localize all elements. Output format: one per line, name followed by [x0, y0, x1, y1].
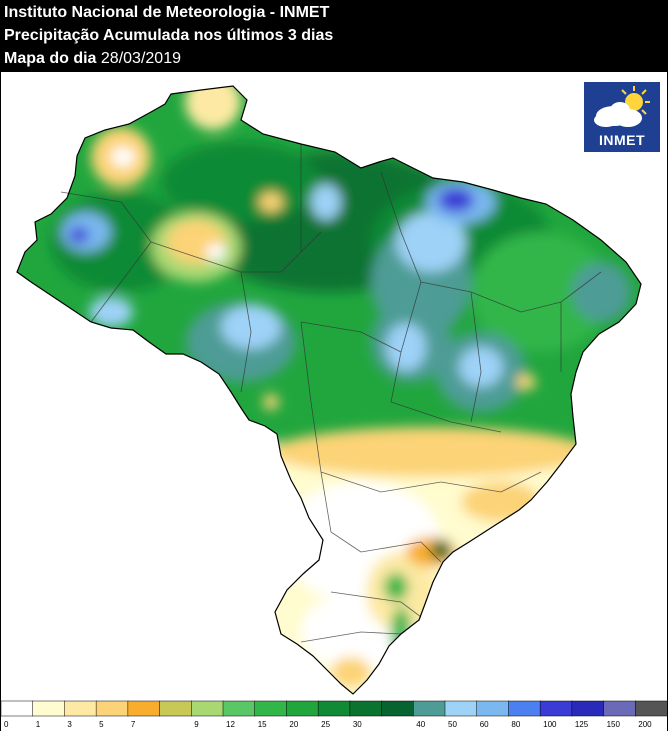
- legend-label: 100: [543, 720, 557, 729]
- precipitation-fields: [17, 86, 641, 694]
- map-date-label: Mapa do dia: [4, 50, 97, 67]
- legend-swatch: [603, 700, 637, 717]
- legend-label: 5: [99, 720, 104, 729]
- legend-swatch: [159, 700, 193, 717]
- legend-label: 25: [321, 720, 330, 729]
- legend-swatch: [381, 700, 415, 717]
- map-date-line: Mapa do dia 28/03/2019: [4, 49, 181, 69]
- legend-swatch: [539, 700, 573, 717]
- legend-swatch: [286, 700, 319, 717]
- state-borders: [60, 144, 602, 643]
- legend-label: 20: [289, 720, 298, 729]
- legend-swatch: [508, 700, 541, 717]
- brazil-precipitation-map: [16, 85, 642, 695]
- legend-swatch: [127, 700, 161, 717]
- legend-label: 125: [575, 720, 589, 729]
- legend-label: 0: [4, 720, 9, 729]
- legend-label: 9: [194, 720, 199, 729]
- legend-swatch: [254, 700, 288, 717]
- legend-label: 1: [36, 720, 41, 729]
- legend-swatch: [413, 700, 446, 717]
- legend-swatch: [64, 700, 97, 717]
- legend-label: 80: [511, 720, 520, 729]
- legend-label: 30: [353, 720, 362, 729]
- legend-label: 15: [258, 720, 267, 729]
- legend-label: 7: [131, 720, 136, 729]
- inmet-logo: INMET: [584, 82, 660, 152]
- precipitation-map: [1, 72, 667, 700]
- legend-swatch: [476, 700, 510, 717]
- legend-swatch: [1, 700, 34, 717]
- legend-label: 200: [638, 720, 652, 729]
- institute-title: Instituto Nacional de Meteorologia - INM…: [4, 4, 330, 21]
- legend-swatch: [95, 700, 129, 717]
- map-subtitle: Precipitação Acumulada nos últimos 3 dia…: [4, 27, 334, 44]
- legend-label: 60: [480, 720, 489, 729]
- legend-swatch: [635, 700, 667, 717]
- legend-label: 150: [607, 720, 621, 729]
- map-date: 28/03/2019: [100, 50, 181, 67]
- legend-bar: 0 1 3 5 7 9 12 15 20 25 30 40 50 60 80 100 125 150 200: [1, 700, 667, 729]
- legend-label: 12: [226, 720, 235, 729]
- legend-label: 3: [67, 720, 72, 729]
- legend-swatch: [317, 700, 351, 717]
- legend-swatch: [222, 700, 256, 717]
- logo-text: INMET: [598, 132, 646, 148]
- legend-swatch: [191, 700, 224, 717]
- legend-swatch: [444, 700, 478, 717]
- legend-label: 50: [448, 720, 457, 729]
- precipitation-legend: 0 1 3 5 7 9 12 15 20 25 30 40 50 60 80 100 125 150 200: [1, 700, 667, 731]
- legend-swatch: [349, 700, 383, 717]
- map-header: Instituto Nacional de Meteorologia - INM…: [0, 0, 668, 72]
- legend-swatch: [571, 700, 605, 717]
- legend-swatch: [32, 700, 66, 717]
- sun-cloud-icon: [594, 86, 650, 127]
- legend-label: 40: [416, 720, 425, 729]
